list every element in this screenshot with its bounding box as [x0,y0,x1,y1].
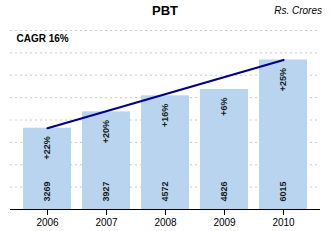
svg-text:6015: 6015 [278,181,288,201]
svg-text:2007: 2007 [95,217,118,228]
svg-text:+6%: +6% [219,98,229,116]
svg-text:2006: 2006 [36,217,59,228]
svg-text:4572: 4572 [160,181,170,201]
svg-text:2010: 2010 [272,217,295,228]
svg-text:2009: 2009 [213,217,236,228]
svg-text:+20%: +20% [101,120,111,143]
svg-text:+25%: +25% [278,68,288,91]
svg-text:2008: 2008 [154,217,177,228]
svg-text:3927: 3927 [101,181,111,201]
svg-text:3269: 3269 [42,181,52,201]
svg-text:4826: 4826 [219,181,229,201]
html-text:Rs. Crores: Rs. Crores [274,5,322,16]
svg-text:+16%: +16% [160,104,170,127]
html-text:PBT: PBT [152,3,178,18]
svg-text:CAGR 16%: CAGR 16% [17,33,69,44]
svg-text:+22%: +22% [42,136,52,159]
